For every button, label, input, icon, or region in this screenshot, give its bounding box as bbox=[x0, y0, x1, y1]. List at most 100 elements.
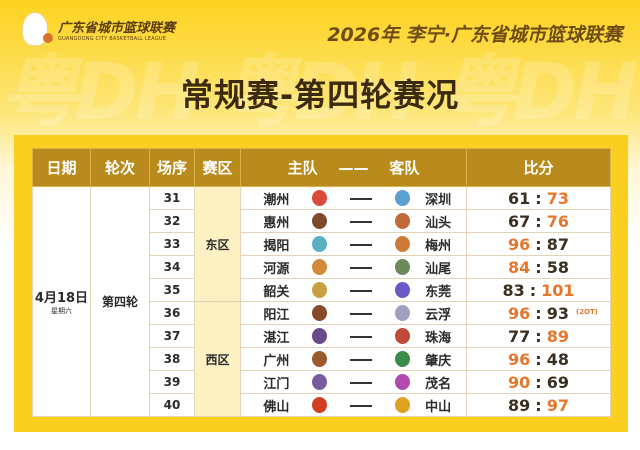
home-team: 惠州 bbox=[263, 215, 290, 231]
away-score: 89 bbox=[546, 326, 569, 346]
home-score: 96 bbox=[508, 303, 531, 323]
table-row: 39 江门 茂名 90:69 bbox=[33, 370, 611, 394]
match-number: 39 bbox=[149, 370, 195, 394]
table-row: 32 惠州 汕头 67:76 bbox=[33, 209, 611, 233]
table-row: 37 湛江 珠海 77:89 bbox=[33, 324, 611, 348]
zone-west: 西区 bbox=[194, 301, 241, 417]
teams-cell: 江门 茂名 bbox=[240, 370, 467, 394]
away-score: 73 bbox=[546, 188, 569, 208]
home-score: 96 bbox=[508, 234, 531, 254]
away-team-logo-icon bbox=[395, 374, 411, 390]
home-team-logo-icon bbox=[311, 259, 327, 275]
away-score: 58 bbox=[546, 257, 569, 277]
match-number: 33 bbox=[149, 232, 195, 256]
home-team-logo-icon bbox=[311, 374, 327, 390]
round-cell: 第四轮 bbox=[90, 186, 150, 417]
mascot-icon bbox=[22, 12, 53, 46]
zone-east: 东区 bbox=[194, 186, 241, 302]
versus-dash bbox=[327, 260, 396, 274]
teams-cell: 韶关 东莞 bbox=[240, 278, 467, 302]
versus-dash bbox=[327, 237, 396, 251]
match-number: 32 bbox=[149, 209, 195, 233]
home-team-logo-icon bbox=[311, 351, 327, 367]
score-cell: 96:87 bbox=[466, 232, 611, 256]
overtime-note: (2OT) bbox=[576, 308, 598, 316]
home-team: 揭阳 bbox=[263, 238, 290, 254]
away-team: 茂名 bbox=[425, 376, 452, 392]
away-team-logo-icon bbox=[395, 236, 411, 252]
watermark: 粤DH 粤DH 粤DH bbox=[0, 48, 638, 138]
teams-cell: 佛山 中山 bbox=[240, 393, 467, 417]
away-score: 93 bbox=[546, 303, 569, 323]
away-team-logo-icon bbox=[395, 259, 411, 275]
home-team: 韶关 bbox=[263, 284, 290, 300]
home-score: 96 bbox=[508, 349, 531, 369]
match-number: 40 bbox=[149, 393, 195, 417]
teams-cell: 广州 肇庆 bbox=[240, 347, 467, 371]
versus-dash bbox=[327, 398, 396, 412]
header-score: 比分 bbox=[466, 148, 611, 187]
away-score: 69 bbox=[546, 372, 569, 392]
away-team: 汕尾 bbox=[425, 261, 452, 277]
match-number: 38 bbox=[149, 347, 195, 371]
home-score: 84 bbox=[508, 257, 531, 277]
home-team: 江门 bbox=[263, 376, 290, 392]
away-score: 101 bbox=[541, 280, 575, 300]
home-score: 89 bbox=[508, 395, 531, 415]
home-score: 77 bbox=[508, 326, 531, 346]
table-row: 4月18日 星期六 第四轮 31 东区 潮州 深圳 61:73 bbox=[32, 186, 611, 417]
page-title: 常规赛-第四轮赛况 bbox=[180, 76, 460, 114]
away-team: 珠海 bbox=[425, 330, 452, 346]
away-team: 汕头 bbox=[425, 215, 452, 231]
score-cell: 90:69 bbox=[466, 370, 611, 394]
home-team-logo-icon bbox=[311, 282, 327, 298]
versus-dash bbox=[327, 191, 396, 205]
headline: 2026年 李宁·广东省城市篮球联赛 bbox=[327, 24, 622, 46]
away-team-logo-icon bbox=[395, 397, 411, 413]
match-number: 36 bbox=[149, 301, 195, 325]
versus-dash bbox=[327, 375, 396, 389]
away-team-logo-icon bbox=[395, 328, 411, 344]
score-cell: 89:97 bbox=[466, 393, 611, 417]
home-team-logo-icon bbox=[311, 213, 327, 229]
home-team: 潮州 bbox=[263, 192, 290, 208]
away-team-logo-icon bbox=[395, 282, 411, 298]
header-teams: 主队 —— 客队 bbox=[240, 148, 467, 187]
home-team: 河源 bbox=[263, 261, 290, 277]
header-match: 场序 bbox=[149, 148, 195, 187]
teams-cell: 揭阳 梅州 bbox=[240, 232, 467, 256]
home-team: 湛江 bbox=[263, 330, 290, 346]
away-team-logo-icon bbox=[395, 305, 411, 321]
away-team: 东莞 bbox=[425, 284, 452, 300]
home-team-logo-icon bbox=[311, 236, 327, 252]
home-team: 广州 bbox=[263, 353, 290, 369]
away-team: 中山 bbox=[425, 399, 452, 415]
away-team-logo-icon bbox=[395, 213, 411, 229]
logo-name-cn: 广东省城市篮球联赛 bbox=[58, 20, 176, 36]
away-team: 深圳 bbox=[425, 192, 452, 208]
score-cell: 83:101 bbox=[466, 278, 611, 302]
teams-cell: 潮州 深圳 bbox=[240, 186, 467, 210]
home-team: 佛山 bbox=[263, 399, 290, 415]
home-team-logo-icon bbox=[311, 397, 327, 413]
score-cell: 61:73 bbox=[466, 186, 611, 210]
score-cell: 77:89 bbox=[466, 324, 611, 348]
teams-cell: 湛江 珠海 bbox=[240, 324, 467, 348]
match-number: 31 bbox=[149, 186, 195, 210]
versus-dash bbox=[327, 306, 396, 320]
score-cell: 96:48 bbox=[466, 347, 611, 371]
header-zone: 赛区 bbox=[194, 148, 241, 187]
away-score: 48 bbox=[546, 349, 569, 369]
home-score: 67 bbox=[508, 211, 531, 231]
score-cell: 96:93 (2OT) bbox=[466, 301, 611, 325]
match-number: 34 bbox=[149, 255, 195, 279]
date-cell: 4月18日 星期六 bbox=[32, 186, 91, 417]
match-number: 35 bbox=[149, 278, 195, 302]
header-date: 日期 bbox=[32, 148, 91, 187]
header-round: 轮次 bbox=[90, 148, 150, 187]
results-table: 日期 轮次 场序 赛区 主队 —— 客队 比分 4月18日 星期六 第四轮 31 东区 … bbox=[32, 148, 611, 417]
versus-dash bbox=[327, 214, 396, 228]
versus-dash bbox=[327, 352, 396, 366]
versus-dash bbox=[327, 329, 396, 343]
table-row: 40 佛山 中山 89:97 bbox=[33, 393, 611, 417]
